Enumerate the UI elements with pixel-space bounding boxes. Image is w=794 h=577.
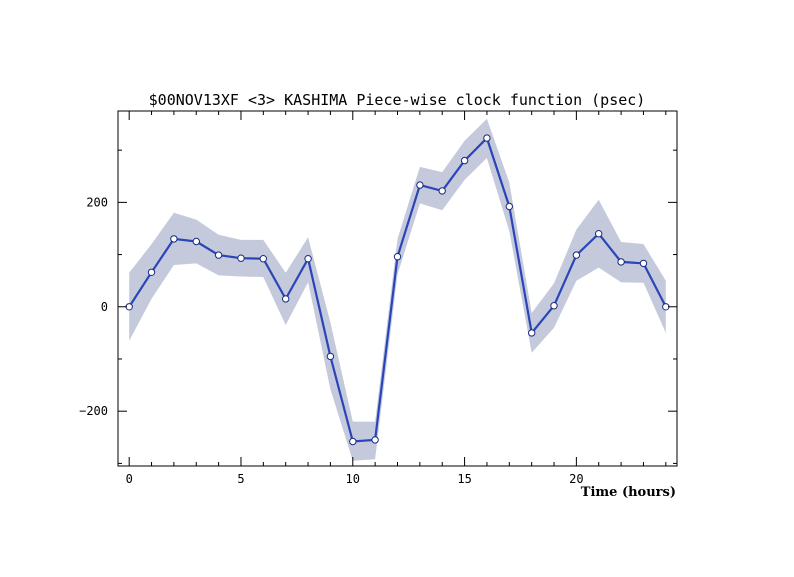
data-point	[528, 329, 536, 337]
chart-title: $00NOV13XF <3> KASHIMA Piece-wise clock …	[149, 91, 646, 109]
data-point	[617, 258, 625, 266]
data-point	[595, 230, 603, 238]
data-point	[282, 295, 290, 303]
data-point	[639, 259, 648, 268]
x-tick-label: 0	[126, 472, 133, 486]
data-point	[438, 187, 446, 195]
y-tick-label: 200	[86, 195, 108, 209]
series-line-layer	[128, 136, 667, 443]
y-tick-label: −200	[79, 404, 108, 418]
y-tick-label: 0	[101, 300, 108, 314]
data-point	[483, 134, 491, 142]
x-tick-label: 10	[346, 472, 360, 486]
x-tick-label: 5	[237, 472, 244, 486]
data-point	[393, 253, 402, 261]
uncertainty-band	[129, 118, 666, 461]
x-axis-label: Time (hours)	[581, 485, 676, 500]
data-point	[214, 251, 223, 259]
data-point	[572, 251, 581, 259]
data-point	[416, 181, 424, 189]
data-point	[192, 237, 201, 246]
plot-frame	[117, 110, 678, 467]
data-point	[371, 436, 379, 444]
data-point	[259, 255, 267, 263]
x-tick-label: 20	[569, 472, 583, 486]
data-point-layer	[125, 134, 670, 446]
data-point	[460, 156, 469, 165]
data-point	[505, 202, 513, 211]
data-point	[147, 268, 156, 276]
data-point	[326, 352, 335, 361]
axis-ticks	[118, 111, 677, 466]
data-point	[550, 302, 558, 310]
data-point	[304, 255, 312, 263]
series-line	[128, 136, 667, 443]
x-tick-label: 15	[457, 472, 471, 486]
data-point	[349, 437, 357, 446]
data-point	[237, 254, 245, 262]
axis-tick-labels: 0 5 10 15 20 −200 0 200	[79, 195, 584, 486]
data-point	[170, 235, 178, 243]
confidence-band-layer	[129, 118, 666, 461]
